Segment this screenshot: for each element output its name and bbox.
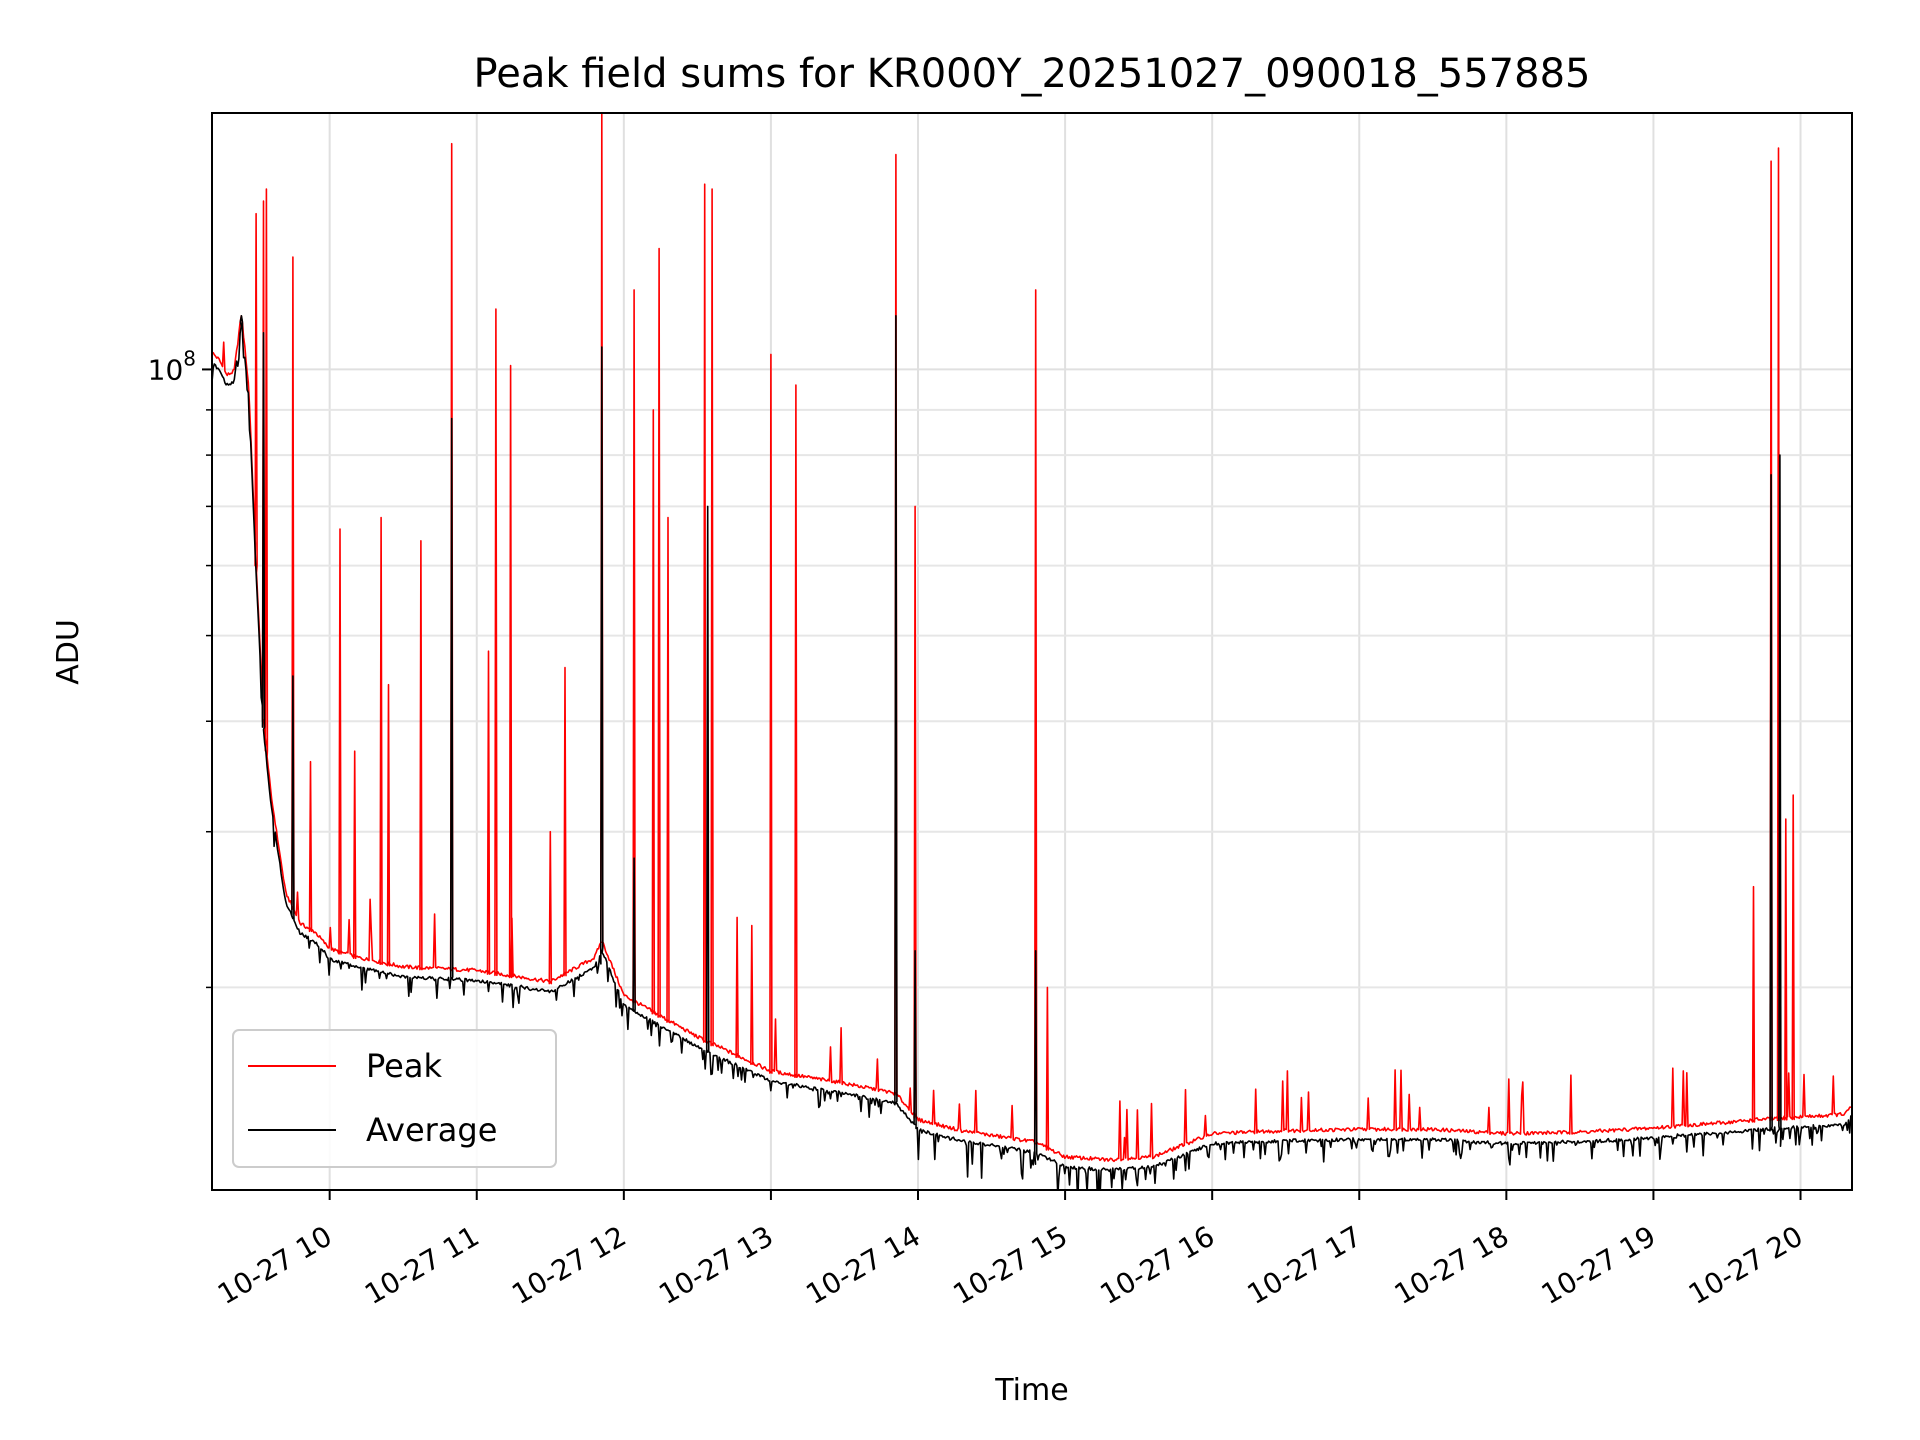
plot-frame [211,112,1853,1191]
series-line-average [212,315,1852,1190]
legend: Peak Average [232,1029,557,1168]
y-axis-label: ADU [51,619,86,685]
plot-series [212,113,1852,1190]
grid [212,113,1852,1190]
x-axis-label: Time [994,1373,1068,1408]
legend-label-average: Average [366,1111,497,1149]
legend-label-peak: Peak [366,1047,442,1085]
legend-box [232,1029,557,1168]
chart-title: Peak field sums for KR000Y_20251027_0900… [474,51,1591,97]
series-line-peak [212,113,1852,1163]
